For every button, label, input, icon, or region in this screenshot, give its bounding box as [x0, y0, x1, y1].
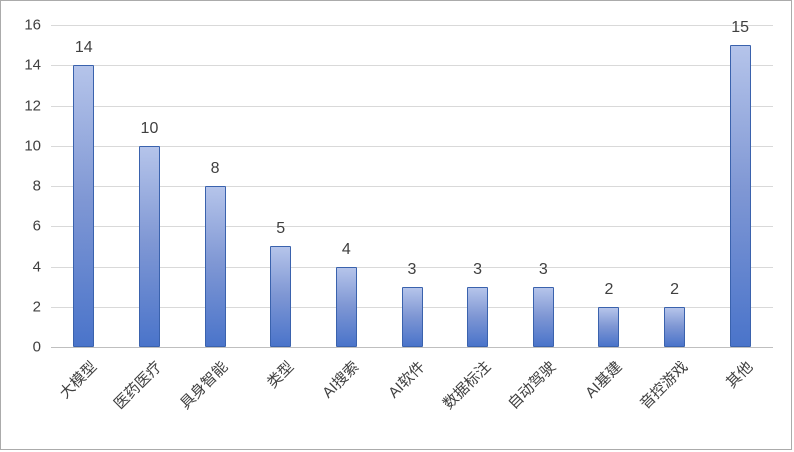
bar-5: [401, 286, 423, 347]
bar-value-label: 10: [140, 119, 159, 137]
bar-value-label: 2: [604, 280, 614, 298]
gridline: [51, 266, 773, 268]
bar-value-label: 3: [538, 260, 548, 278]
y-axis-tick-label: 8: [32, 177, 41, 195]
bar-9: [664, 306, 686, 347]
x-axis-label: 数据标注: [439, 358, 494, 413]
bar-1: [138, 145, 160, 347]
y-axis-tick-label: 4: [32, 258, 41, 275]
bar-4: [335, 266, 357, 347]
x-axis-label: 医药医疗: [111, 358, 166, 413]
bar-value-label: 2: [670, 280, 679, 298]
x-axis-label: AI软件: [385, 358, 429, 402]
y-axis-tick-label: 12: [24, 97, 41, 114]
gridline: [51, 145, 773, 147]
y-axis-tick-label: 6: [32, 217, 41, 235]
bar-value-label: 3: [473, 260, 483, 278]
x-axis-label: 大模型: [56, 358, 101, 403]
bar-2: [204, 186, 226, 347]
y-axis-tick-label: 14: [24, 56, 41, 74]
gridline: [51, 105, 773, 107]
x-axis-label: 具身智能: [176, 358, 232, 413]
bar-6: [467, 286, 489, 347]
x-axis-label: 自动驾驶: [505, 358, 560, 413]
gridline: [51, 25, 773, 26]
gridline: [51, 226, 773, 228]
bar-0: [73, 65, 95, 347]
y-axis-tick-label: 2: [32, 298, 41, 316]
bar-value-label: 4: [341, 240, 351, 258]
bar-value-label: 3: [407, 260, 417, 278]
x-axis-label: 其他: [723, 358, 757, 392]
gridline: [51, 186, 773, 187]
bar-value-label: 5: [276, 220, 286, 238]
bar-value-label: 14: [74, 39, 93, 57]
y-axis-tick-label: 10: [24, 137, 41, 155]
bar-8: [598, 306, 620, 347]
bar-10: [729, 45, 751, 347]
x-axis-line: [51, 347, 773, 348]
bar-value-label: 8: [210, 160, 220, 177]
x-axis-label: AI搜索: [319, 358, 363, 402]
x-axis-label: AI基建: [581, 358, 626, 402]
gridline: [51, 65, 773, 67]
bar-value-label: 15: [731, 19, 750, 37]
y-axis-tick-label: 16: [24, 16, 41, 34]
y-axis-tick-label: 0: [32, 338, 41, 356]
x-axis-label: 音控游戏: [636, 358, 691, 413]
bar-7: [532, 286, 554, 347]
x-axis-label: 类型: [263, 358, 298, 392]
bar-3: [270, 246, 292, 347]
